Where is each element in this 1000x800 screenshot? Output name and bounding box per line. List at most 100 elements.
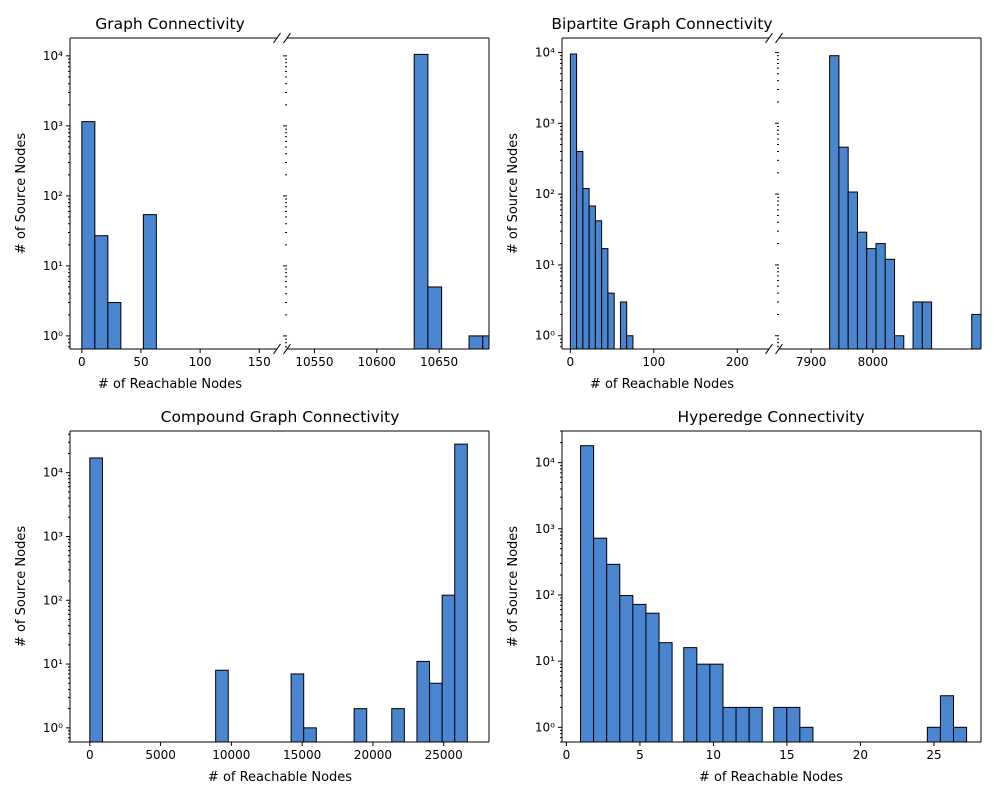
bar [645, 612, 660, 742]
bar [894, 335, 905, 349]
bar [735, 706, 750, 742]
x-tick-label: 7900 [796, 355, 827, 369]
chart-graph: 0 50 100 150 10⁰ 10¹ 10² 10³ 10⁴ 10550 10600 10650 G… [14, 15, 490, 392]
y-tick-label: 10¹ [535, 258, 555, 272]
y-tick-label: 10³ [43, 119, 63, 133]
axis-break-mark [273, 32, 281, 44]
axis-break-mark [775, 32, 783, 44]
bar [786, 706, 801, 742]
y-axis-label: # of Source Nodes [506, 133, 521, 254]
bar [215, 669, 229, 742]
bar [606, 563, 621, 742]
bar [847, 191, 858, 349]
chart-title: Compound Graph Connectivity [161, 408, 400, 426]
bar [290, 673, 305, 742]
y-tick-label: 10¹ [43, 259, 63, 273]
x-axis-label: # of Reachable Nodes [98, 377, 242, 392]
axis-break-mark [765, 32, 773, 44]
y-axis-label: # of Source Nodes [506, 526, 521, 647]
x-tick-label: 8000 [858, 355, 889, 369]
chart-title: Graph Connectivity [95, 15, 245, 33]
bar [626, 335, 634, 349]
bars [569, 53, 634, 349]
bar [303, 727, 317, 742]
x-tick-label: 10 [706, 748, 721, 762]
bar [142, 214, 157, 349]
x-tick-label: 10000 [212, 748, 250, 762]
x-tick-label: 15000 [283, 748, 321, 762]
bar [576, 150, 584, 349]
panel-hyperedge-0: 0 5 10 15 20 25 10⁰ 10¹ 10² 10³ 10⁴ [535, 430, 982, 762]
bar [912, 301, 923, 349]
y-axis-label: # of Source Nodes [14, 526, 29, 647]
bar [482, 335, 489, 349]
y-tick-label: 10⁴ [535, 456, 555, 470]
bar [607, 292, 615, 349]
y-tick-label: 10⁴ [535, 45, 555, 59]
bars [580, 445, 968, 742]
axis-break-mark [775, 343, 783, 355]
bar [939, 695, 954, 742]
chart-bipartite: 0 100 200 10⁰ 10¹ 10² 10³ 10⁴ 7900 8000 Bipartite … [506, 15, 982, 392]
bar [709, 663, 724, 742]
bar [632, 603, 647, 742]
bar [416, 660, 431, 742]
x-axis-label: # of Reachable Nodes [590, 377, 734, 392]
x-tick-label: 5000 [145, 748, 176, 762]
y-tick-label: 10² [43, 189, 63, 203]
y-tick-label: 10⁰ [43, 721, 63, 735]
y-tick-label: 10⁴ [43, 49, 63, 63]
y-tick-label: 10¹ [43, 657, 63, 671]
y-tick-label: 10⁰ [535, 329, 555, 343]
x-tick-label: 10550 [295, 355, 333, 369]
bar [875, 243, 886, 349]
bar [593, 537, 608, 742]
bar [696, 663, 711, 742]
bar [588, 205, 596, 349]
x-tick-label: 5 [636, 748, 644, 762]
bars [89, 443, 468, 742]
y-tick-label: 10¹ [535, 654, 555, 668]
x-tick-label: 200 [726, 355, 749, 369]
bar [856, 231, 868, 349]
x-tick-label: 20 [853, 748, 868, 762]
bars [829, 55, 981, 349]
bar [391, 708, 405, 742]
bar [353, 708, 368, 742]
bar [926, 726, 941, 742]
bar [441, 594, 456, 742]
x-tick-label: 10600 [358, 355, 396, 369]
bar [569, 53, 578, 349]
y-tick-label: 10⁴ [43, 466, 63, 480]
bar [838, 146, 849, 349]
bar [601, 248, 609, 349]
bar [722, 706, 737, 742]
panel-graph-0: 0 50 100 150 10⁰ 10¹ 10² 10³ 10⁴ [43, 32, 281, 369]
bar [619, 301, 628, 349]
bar [580, 445, 595, 742]
bar [829, 55, 840, 349]
panel-bipartite-0: 0 100 200 10⁰ 10¹ 10² 10³ 10⁴ [535, 32, 773, 369]
axis-break-mark [283, 343, 291, 355]
y-tick-label: 10³ [535, 522, 555, 536]
x-tick-label: 20000 [354, 748, 392, 762]
y-tick-label: 10² [43, 593, 63, 607]
bar [971, 313, 981, 349]
y-tick-label: 10³ [43, 529, 63, 543]
y-tick-label: 10⁰ [43, 329, 63, 343]
bar [683, 647, 698, 742]
axis-break-mark [273, 343, 281, 355]
x-tick-label: 0 [86, 748, 94, 762]
chart-compound: 0 5000 10000 15000 20000 25000 10⁰ 10¹ 10² 10³ 10⁴… [14, 408, 490, 785]
x-axis-label: # of Reachable Nodes [699, 770, 843, 785]
x-tick-label: 100 [189, 355, 212, 369]
y-tick-label: 10² [535, 187, 555, 201]
bar [582, 188, 590, 349]
axis-break-mark [283, 32, 291, 44]
bars [413, 53, 489, 349]
x-tick-label: 150 [248, 355, 271, 369]
bar [884, 258, 896, 349]
chart-title: Bipartite Graph Connectivity [551, 15, 772, 33]
bar [89, 457, 103, 742]
